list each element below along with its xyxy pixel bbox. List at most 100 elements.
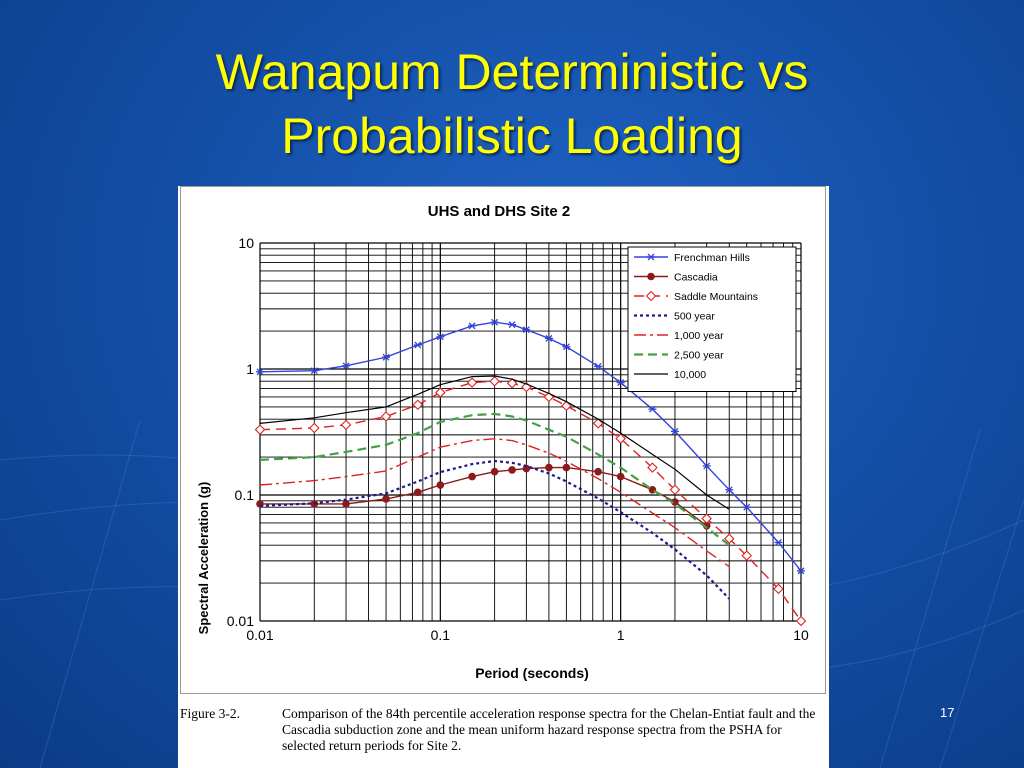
data-point: [671, 498, 679, 506]
data-point: [702, 521, 711, 530]
series-10-000: [259, 375, 730, 510]
legend-item: 10,000: [634, 369, 706, 381]
data-point: [742, 503, 751, 511]
series-line: [259, 459, 730, 600]
series-line: [259, 437, 730, 568]
legend-item: 1,000 year: [634, 330, 724, 342]
chart-title: UHS and DHS Site 2: [428, 203, 571, 220]
legend-label: Saddle Mountains: [674, 291, 758, 303]
series-line: [259, 375, 730, 510]
y-axis-label: Spectral Acceleration (g): [196, 482, 211, 635]
slide-title-line-2: Probabilistic Loading: [281, 108, 743, 164]
data-point: [723, 533, 735, 544]
legend-label: 1,000 year: [674, 330, 724, 342]
figure-label: Figure 3-2.: [180, 706, 240, 721]
slide-title: Wanapum Deterministic vs Probabilistic L…: [0, 40, 1024, 168]
series-line: [260, 466, 708, 527]
x-tick-label: 10: [793, 627, 809, 643]
data-point: [774, 539, 783, 546]
data-point: [414, 488, 422, 497]
data-point: [562, 463, 571, 472]
y-tick-label: 1: [246, 361, 254, 377]
data-point: [309, 422, 320, 434]
data-point: [382, 353, 391, 361]
series-frenchman-hills: [256, 318, 805, 575]
data-point: [616, 472, 625, 481]
data-point: [592, 418, 604, 429]
data-point: [522, 464, 531, 473]
data-point: [508, 466, 516, 474]
data-point: [490, 318, 499, 326]
data-point: [506, 378, 518, 389]
data-point: [647, 462, 658, 473]
legend-item: 2,500 year: [634, 350, 724, 362]
data-point: [468, 322, 477, 330]
y-tick-label: 0.1: [235, 487, 255, 503]
data-point: [561, 400, 572, 412]
uhs-dhs-chart: UHS and DHS Site 2 Spectral Acceleration…: [196, 203, 809, 681]
data-point: [795, 615, 807, 627]
series-line: [259, 412, 730, 546]
y-tick-label: 0.01: [227, 613, 254, 629]
series-group: [254, 318, 807, 627]
data-point: [436, 333, 445, 341]
chart-frame: [180, 186, 826, 694]
legend-item: 500 year: [634, 311, 715, 323]
data-point: [797, 567, 805, 575]
legend-marker: [645, 290, 657, 302]
data-point: [648, 405, 657, 413]
y-tick-label: 10: [238, 235, 254, 251]
series-1-000-year: [259, 437, 730, 568]
data-point: [382, 495, 390, 503]
data-point: [594, 362, 603, 370]
data-point: [616, 379, 625, 387]
slide-title-line-1: Wanapum Deterministic vs: [215, 44, 809, 100]
data-point: [508, 321, 517, 329]
legend-label: 500 year: [674, 311, 715, 323]
legend-label: Frenchman Hills: [674, 252, 750, 264]
data-point: [544, 334, 553, 342]
data-point: [254, 424, 266, 435]
data-point: [489, 375, 500, 387]
data-point: [342, 362, 351, 370]
legend-label: 2,500 year: [674, 350, 724, 362]
data-point: [310, 367, 319, 375]
x-tick-label: 0.1: [431, 627, 451, 643]
figure-caption: Comparison of the 84th percentile accele…: [282, 706, 816, 753]
data-point: [435, 387, 446, 398]
x-tick-label: 1: [617, 627, 625, 643]
data-point: [773, 583, 784, 595]
legend-item: Cascadia: [634, 272, 718, 284]
data-point: [562, 343, 571, 351]
data-point: [670, 427, 679, 435]
data-point: [412, 399, 424, 411]
legend-marker: [647, 272, 655, 281]
data-point: [468, 472, 476, 481]
data-point: [466, 377, 478, 388]
legend: Frenchman Hills Cascadia Saddle Mountains 5…: [627, 246, 797, 392]
series-cascadia: [256, 463, 711, 530]
series-500-year: [259, 459, 730, 600]
series-line: [259, 380, 802, 622]
legend-item: Saddle Mountains: [634, 290, 758, 303]
data-point: [669, 484, 681, 496]
tick-labels: 0.01 0.1 1 10 0.01 0.1 1 10: [227, 235, 809, 643]
data-point: [413, 341, 422, 349]
series-2-500-year: [259, 412, 730, 546]
page-number: 17: [940, 705, 955, 720]
x-tick-label: 0.01: [246, 627, 273, 643]
data-point: [545, 463, 553, 472]
data-point: [522, 326, 531, 334]
series-saddle-mountains: [254, 375, 807, 627]
data-point: [701, 513, 712, 524]
x-axis-label: Period (seconds): [475, 665, 589, 681]
legend-item: Frenchman Hills: [634, 252, 750, 264]
data-point: [340, 419, 352, 431]
data-point: [615, 433, 626, 444]
data-point: [725, 486, 734, 494]
data-point: [256, 368, 264, 376]
legend-label: Cascadia: [674, 272, 718, 284]
data-point: [380, 411, 392, 422]
data-point: [490, 467, 499, 476]
figure-panel: UHS and DHS Site 2 Spectral Acceleration…: [178, 186, 829, 768]
